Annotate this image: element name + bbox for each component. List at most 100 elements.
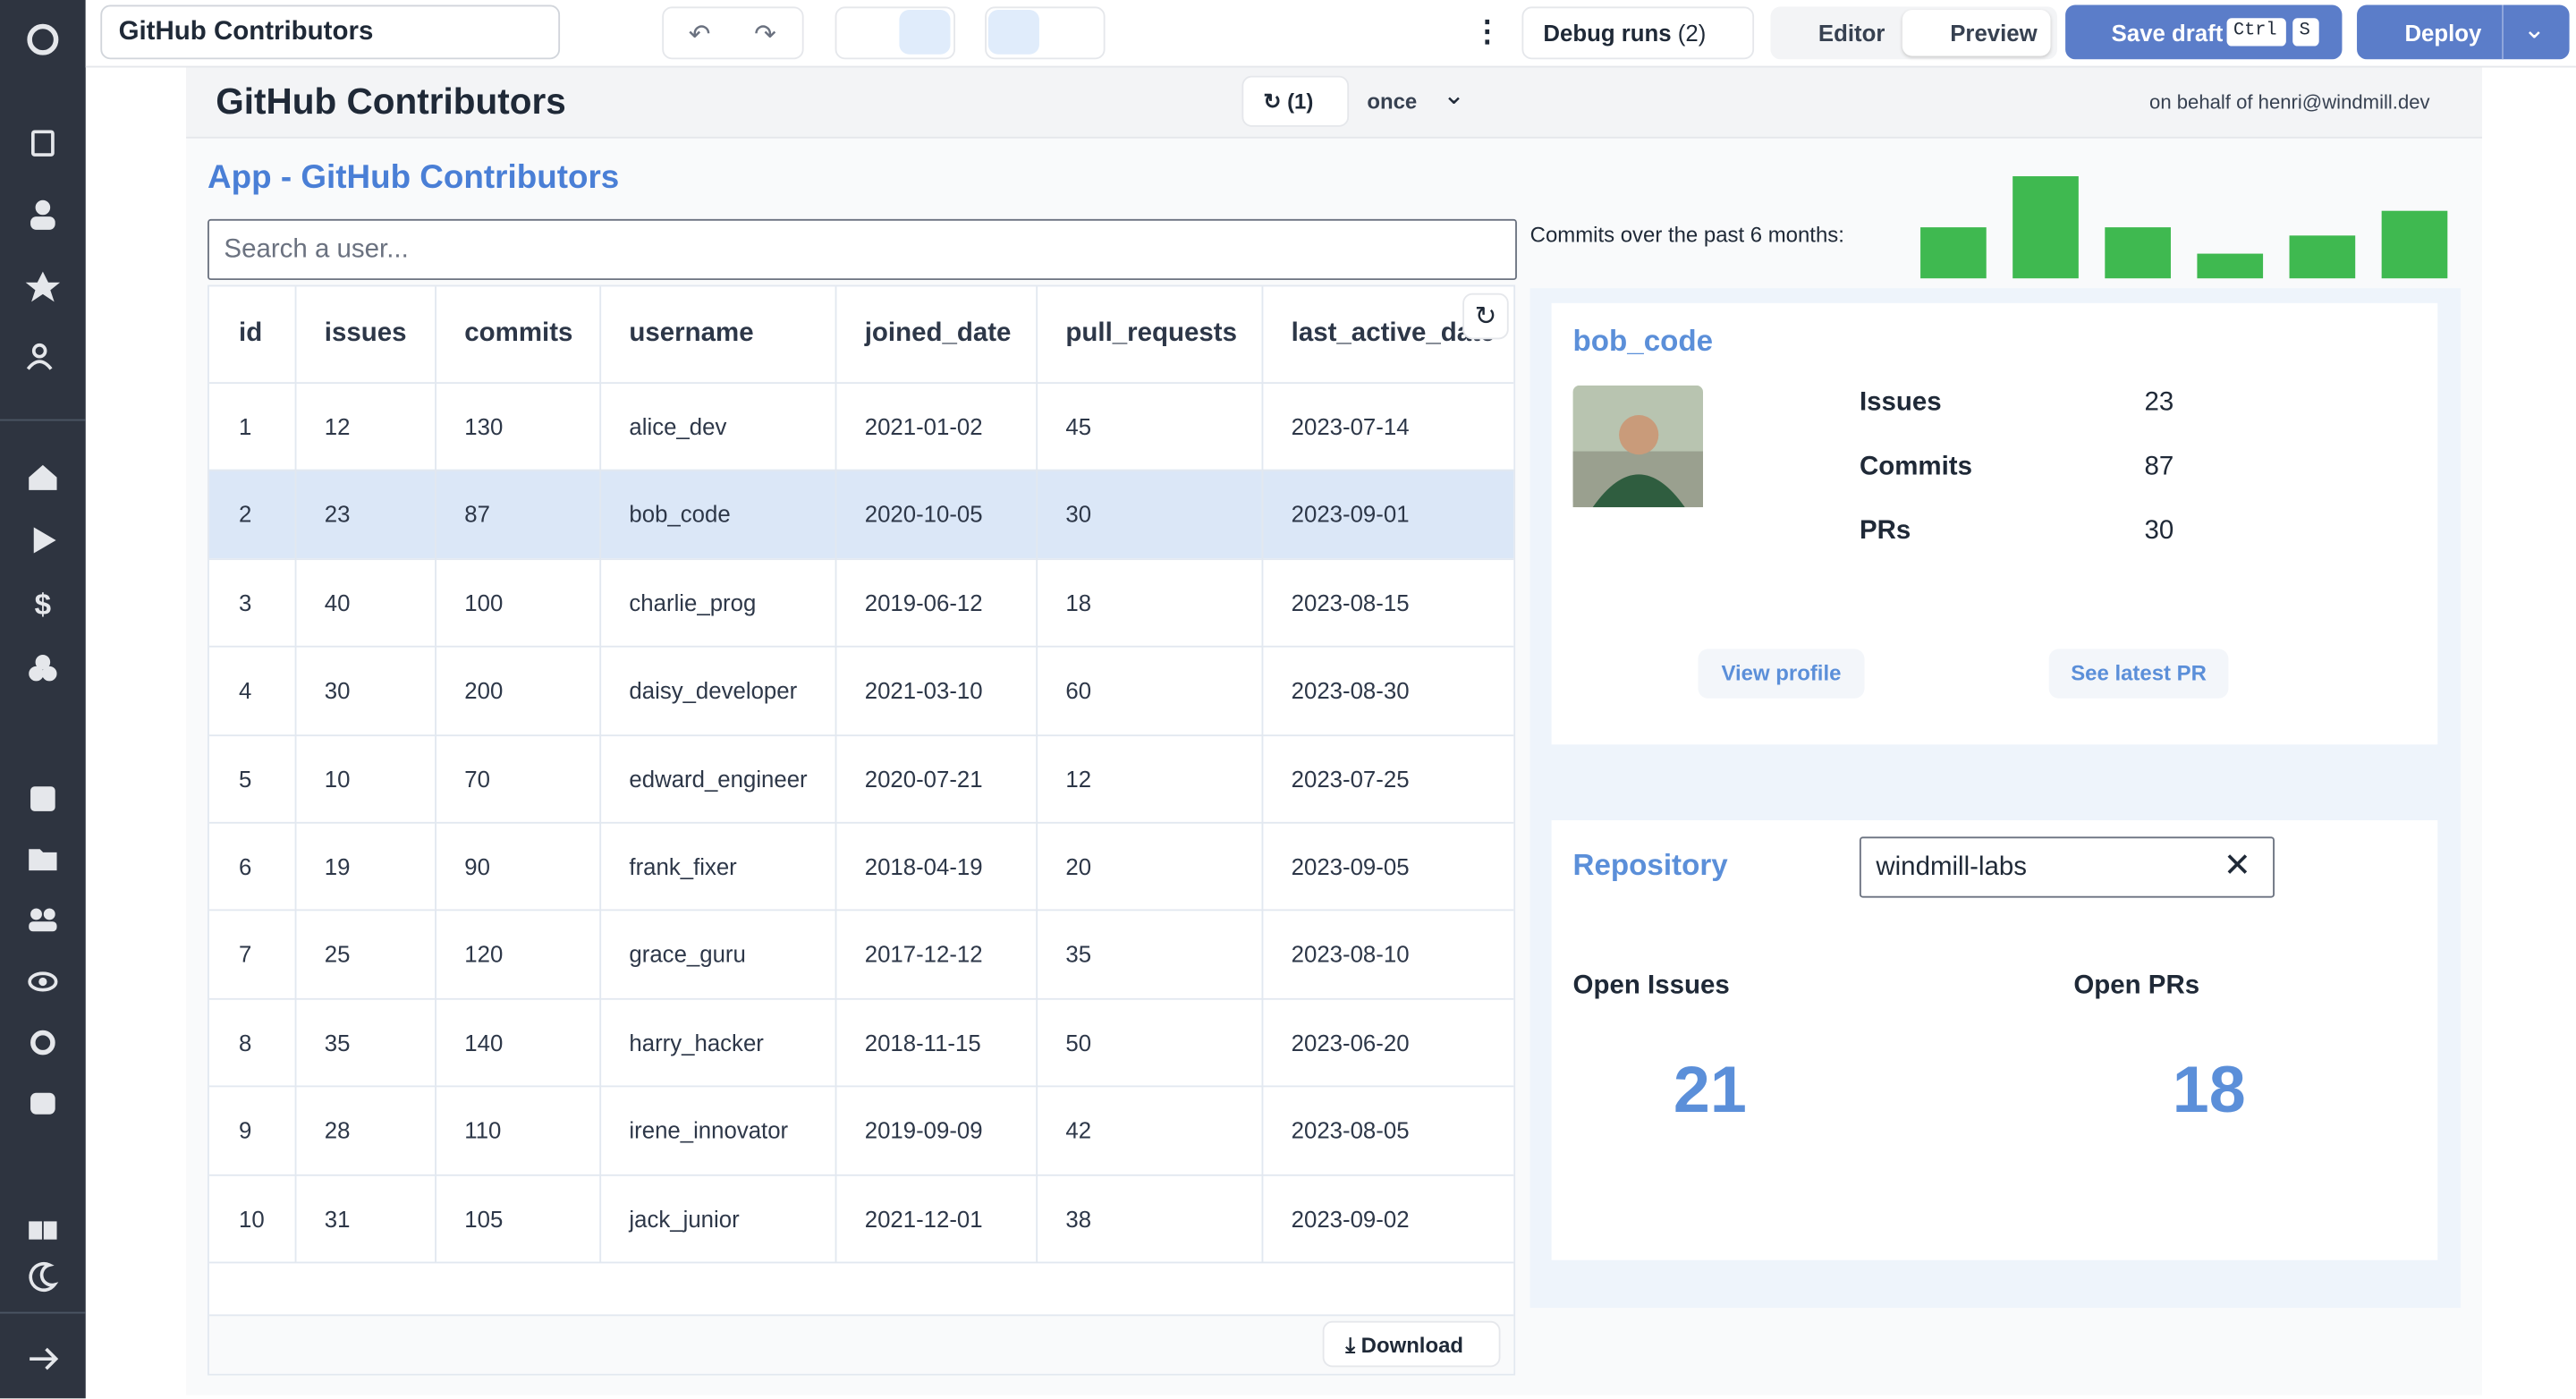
clear-repository[interactable]: ✕ (2223, 848, 2251, 885)
table-cell: 200 (464, 677, 504, 704)
table-cell: 30 (1065, 501, 1092, 528)
table-cell: harry_hacker (629, 1029, 764, 1056)
table-cell: 3 (239, 589, 252, 616)
stat-value: 23 (2144, 388, 2174, 417)
column-header: commits (464, 319, 573, 348)
debug-runs-label: Debug runs (1543, 20, 1672, 47)
table-cell: 31 (324, 1205, 351, 1232)
preview-tab[interactable]: Preview (1950, 20, 2038, 47)
debug-runs-count: (2) (1677, 20, 1707, 47)
table-cell: 2021-01-02 (864, 413, 983, 440)
table-cell: 2023-08-10 (1291, 941, 1410, 968)
column-divider (294, 286, 297, 1262)
table-cell: 2018-04-19 (864, 852, 983, 880)
column-divider (435, 286, 436, 1262)
profile-card (1551, 302, 2438, 745)
desktop-toggle[interactable] (899, 10, 951, 55)
table-cell: 28 (324, 1116, 351, 1144)
column-header: issues (324, 319, 407, 348)
table-row (208, 733, 1514, 822)
table-row (208, 382, 1514, 471)
table-cell: 2021-12-01 (864, 1205, 983, 1232)
table-footer (208, 1314, 1514, 1374)
repository-label: Repository (1572, 848, 1728, 882)
column-divider (1261, 286, 1264, 1262)
app-name-input[interactable]: GitHub Contributors (100, 4, 561, 60)
profile-username: bob_code (1572, 324, 1714, 358)
table-end (208, 1261, 1514, 1264)
table-cell: 110 (464, 1116, 502, 1144)
refresh-button[interactable]: ↻ (1) (1241, 75, 1350, 127)
table-row (208, 646, 1514, 734)
table-cell: 35 (324, 1029, 351, 1056)
column-header: pull_requests (1065, 319, 1237, 348)
device-toggle[interactable] (835, 6, 956, 60)
refresh-mode-caret[interactable]: ⌄ (1443, 82, 1465, 111)
table-cell: 8 (239, 1029, 252, 1056)
save-draft-label: Save draft (2111, 20, 2224, 47)
table: 1 12 130 alice_dev 2021-01-02 45 2023-07-14 2 23… (208, 284, 1516, 1376)
table-cell: 2023-06-20 (1291, 1029, 1410, 1056)
undo-redo[interactable]: ↶ ↷ (662, 6, 804, 60)
table-cell: 23 (324, 501, 351, 528)
column-header: username (629, 319, 754, 348)
table-cell: 140 (464, 1029, 504, 1056)
table-cell: frank_fixer (629, 852, 737, 880)
table-cell: 25 (324, 941, 351, 968)
table-cell: 18 (1065, 589, 1092, 616)
app-title: App - GitHub Contributors (208, 159, 620, 197)
view-profile-button[interactable]: View profile (1698, 649, 1865, 699)
repository-input[interactable]: windmill-labs (1859, 836, 2275, 898)
table-refresh[interactable]: ↻ (1462, 293, 1509, 340)
column-header: joined_date (864, 319, 1012, 348)
commits-chart (1911, 165, 2470, 279)
table-cell: 2023-08-15 (1291, 589, 1410, 616)
bar (2105, 227, 2171, 279)
refresh-mode[interactable]: once (1367, 89, 1418, 114)
table-cell: 45 (1065, 413, 1092, 440)
preview-tab-bg (1902, 10, 2051, 56)
table-cell: 10 (324, 765, 351, 792)
deploy-divider (2502, 4, 2504, 60)
table-cell: 12 (324, 413, 351, 440)
deploy-menu[interactable]: ⌄ (2523, 16, 2546, 45)
table-cell: 2023-08-30 (1291, 677, 1410, 704)
bar (1920, 227, 1987, 279)
column-divider (599, 286, 602, 1262)
bar (2197, 253, 2264, 279)
table-cell: 35 (1065, 941, 1092, 968)
width-toggle[interactable] (985, 6, 1106, 60)
editor-tab[interactable]: Editor (1818, 20, 1885, 47)
table-cell: 2019-09-09 (864, 1116, 983, 1144)
svg-text:$: $ (35, 589, 51, 622)
latest-pr-button[interactable]: See latest PR (2048, 649, 2229, 699)
table-cell: daisy_developer (629, 677, 798, 704)
column-divider (835, 286, 837, 1262)
table-cell: bob_code (629, 501, 731, 528)
more-menu[interactable]: ⋮ (1472, 14, 1503, 48)
table-cell: 2023-09-02 (1291, 1205, 1410, 1232)
table-cell: 2023-09-05 (1291, 852, 1410, 880)
table-cell: 2023-07-25 (1291, 765, 1410, 792)
column-header: last_active_date (1291, 319, 1496, 348)
table-cell: 20 (1065, 852, 1092, 880)
table-cell: 105 (464, 1205, 504, 1232)
repository-card (1551, 820, 2438, 1260)
table-cell: 10 (239, 1205, 265, 1232)
bar (2012, 176, 2079, 279)
sidebar-icons: $ (0, 23, 86, 1370)
deploy-button[interactable] (2357, 4, 2570, 60)
bar (2289, 235, 2356, 279)
table-cell: 2020-07-21 (864, 765, 983, 792)
table-row (208, 821, 1514, 911)
fit-toggle[interactable] (987, 10, 1039, 55)
table-cell: 2023-07-14 (1291, 413, 1410, 440)
open-issues-label: Open Issues (1572, 971, 1730, 1000)
search-input[interactable]: Search a user... (208, 218, 1517, 281)
table-cell: 87 (464, 501, 490, 528)
app-header-title: GitHub Contributors (216, 81, 566, 123)
table-cell: 2023-09-01 (1291, 501, 1410, 528)
download-button[interactable]: ⤓ Download (1322, 1320, 1501, 1368)
debug-runs-button[interactable]: Debug runs (2) (1521, 6, 1755, 60)
shortcut-key: S (2292, 18, 2319, 47)
